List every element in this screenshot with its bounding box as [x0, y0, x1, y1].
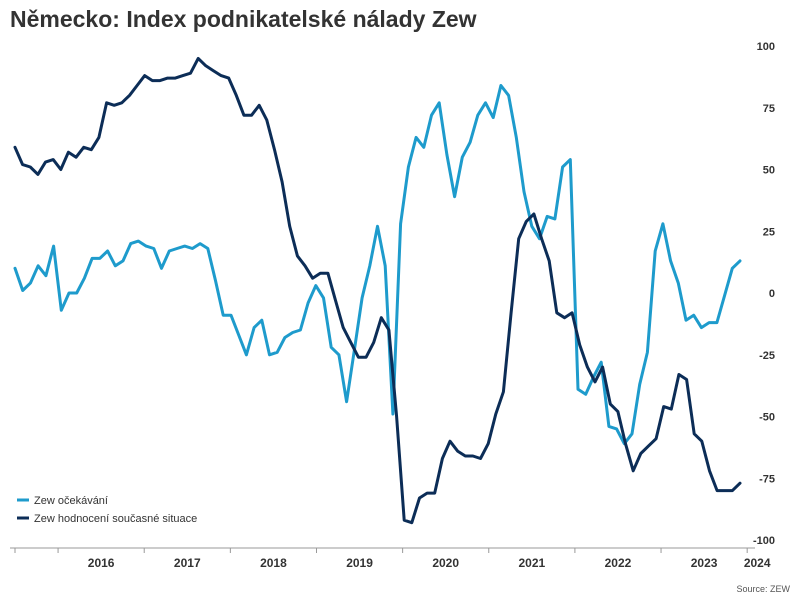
y-tick-label: 100	[757, 41, 775, 53]
series-line-current	[13, 56, 742, 525]
y-tick-label: 25	[763, 226, 775, 238]
x-tick-label: 2022	[605, 556, 632, 570]
x-tick-label: 2018	[260, 556, 287, 570]
legend-label-current: Zew hodnocení současné situace	[34, 513, 197, 525]
y-axis: 100 75 50 25 0 -25 -50 -75 -100	[753, 41, 775, 547]
series-line-expectations	[13, 84, 742, 446]
legend: Zew očekávání Zew hodnocení současné situ…	[17, 495, 197, 525]
source-note: Source: ZEW	[736, 584, 790, 594]
x-axis: 2016 2017 2018 2019 2020 2021 2022 2023 2024	[10, 547, 771, 570]
x-tick-label: 2017	[174, 556, 201, 570]
y-tick-label: 0	[769, 288, 775, 300]
y-tick-label: -100	[753, 535, 775, 547]
y-tick-label: -75	[759, 473, 775, 485]
x-tick-label: 2021	[518, 556, 545, 570]
x-tick-label: 2020	[432, 556, 459, 570]
series-lines	[13, 56, 742, 525]
chart-title: Německo: Index podnikatelské nálady Zew	[10, 6, 477, 32]
x-tick-label: 2023	[691, 556, 718, 570]
legend-label-expectations: Zew očekávání	[34, 495, 108, 507]
x-tick-label: 2016	[88, 556, 115, 570]
y-tick-label: 50	[763, 165, 775, 177]
y-tick-label: -25	[759, 350, 775, 362]
x-tick-label: 2019	[346, 556, 373, 570]
x-tick-label: 2024	[744, 556, 771, 570]
y-tick-label: 75	[763, 103, 775, 115]
y-tick-label: -50	[759, 412, 775, 424]
